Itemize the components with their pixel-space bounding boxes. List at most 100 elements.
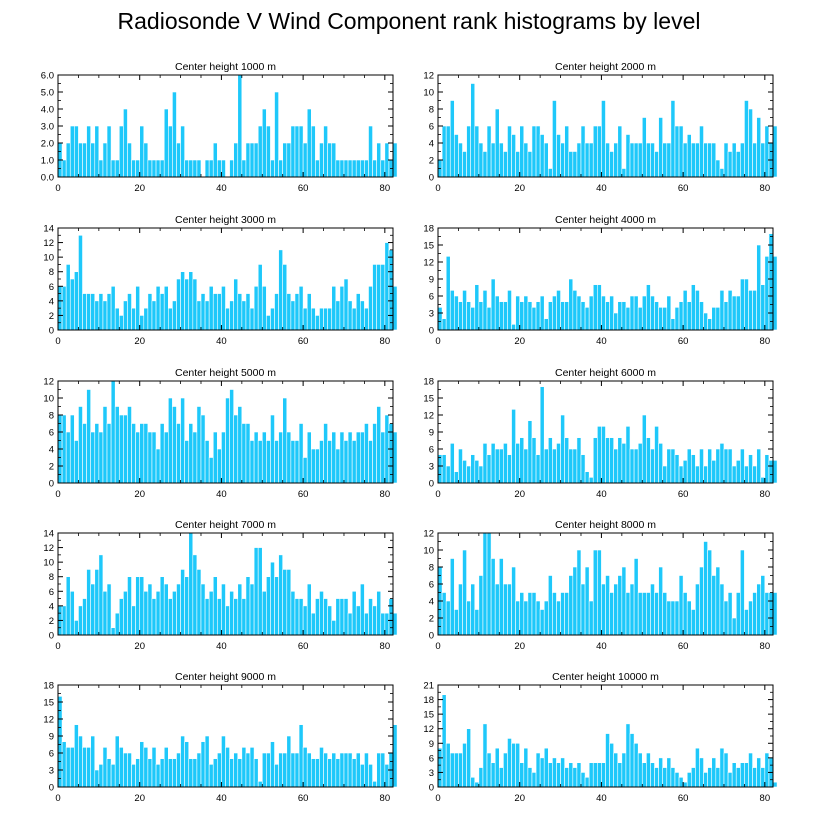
histogram-bar [748, 454, 753, 484]
y-tick-label: 2 [49, 616, 54, 627]
histogram-bar [543, 747, 549, 788]
histogram-bar [462, 549, 467, 636]
histogram-bar [217, 752, 222, 788]
histogram-bar [494, 448, 500, 484]
histogram-bar [715, 566, 721, 636]
histogram-bar [601, 583, 606, 636]
histogram-bar [462, 151, 467, 178]
histogram-bar [625, 723, 631, 788]
histogram-bar [760, 284, 766, 331]
histogram-bar [212, 758, 218, 788]
histogram-bar [723, 301, 729, 331]
histogram-bar [637, 307, 643, 331]
histogram-bar [731, 617, 737, 636]
histogram-bar [135, 159, 141, 178]
histogram-bar [715, 159, 721, 178]
histogram-bar [699, 448, 704, 484]
histogram-bar [650, 142, 655, 178]
histogram-bar [339, 598, 345, 636]
histogram-bar [131, 423, 136, 484]
histogram-bar [65, 747, 71, 788]
histogram-bar [90, 735, 96, 788]
histogram-bar [110, 764, 116, 788]
histogram-bar [490, 278, 496, 331]
panel-title: Center height 4000 m [555, 214, 656, 226]
histogram-bar [588, 477, 594, 484]
histogram-bar [86, 125, 91, 178]
histogram-bar [347, 431, 353, 484]
histogram-bar [286, 293, 292, 331]
histogram-bar [711, 575, 717, 636]
histogram-bar [241, 598, 247, 636]
histogram-bar [94, 125, 100, 178]
x-tick-label: 40 [216, 183, 227, 194]
histogram-bar [625, 426, 631, 484]
histogram-bar [744, 609, 749, 636]
histogram-bar [584, 142, 590, 178]
histogram-bar [629, 448, 635, 484]
histogram-bar [768, 233, 774, 331]
y-tick-label: 3 [429, 309, 434, 320]
histogram-bar [727, 290, 733, 331]
histogram-bar [735, 151, 741, 178]
x-tick-label: 0 [55, 641, 60, 652]
histogram-bar [225, 605, 230, 636]
histogram-bar [114, 612, 120, 636]
histogram-bar [727, 592, 733, 636]
histogram-bar [490, 443, 496, 484]
histogram-bar [98, 159, 104, 178]
histogram-bar [719, 443, 725, 484]
histogram-bar [466, 301, 471, 331]
histogram-bar [515, 742, 521, 788]
histogram-bar [380, 752, 386, 788]
histogram-bar [735, 460, 741, 484]
histogram-bar [208, 457, 214, 484]
histogram-bar [515, 443, 521, 484]
histogram-bar [650, 762, 655, 788]
y-tick-label: 2 [429, 614, 434, 625]
histogram-bar [764, 592, 770, 636]
histogram-bar [229, 758, 234, 788]
histogram-bar [257, 125, 263, 178]
histogram-bar [686, 772, 692, 788]
histogram-bar [257, 440, 263, 484]
histogram-bar [658, 566, 663, 636]
histogram-bar [454, 609, 459, 636]
histogram-bar [139, 741, 145, 788]
histogram-bar [503, 443, 508, 484]
panel-6: Center height 6000 m 0 20 40 60 80 0 3 6 9 12 15 18 [423, 367, 778, 500]
histogram-bar [740, 549, 745, 636]
histogram-bar [188, 271, 194, 331]
histogram-bar [580, 301, 586, 331]
histogram-bar [278, 752, 283, 788]
histogram-bar [515, 600, 521, 636]
histogram-bar [139, 125, 145, 178]
x-tick-label: 60 [298, 183, 309, 194]
histogram-bar [127, 752, 132, 788]
y-tick-label: 15 [43, 698, 54, 709]
histogram-bar [331, 285, 337, 331]
histogram-bar [355, 431, 361, 484]
histogram-bar [470, 83, 476, 178]
histogram-bar [482, 532, 488, 636]
y-tick-label: 10 [43, 394, 54, 405]
histogram-bar [470, 307, 476, 331]
histogram-bar [568, 575, 574, 636]
x-tick-label: 20 [134, 183, 145, 194]
histogram-bar [674, 307, 680, 331]
histogram-bar [355, 159, 361, 178]
histogram-bar [237, 74, 243, 178]
histogram-bar [384, 612, 390, 636]
histogram-bar [61, 159, 67, 178]
histogram-bar [690, 284, 696, 331]
histogram-bar [151, 598, 157, 636]
histogram-bar [102, 300, 108, 331]
histogram-bar [654, 151, 659, 178]
histogram-bar [597, 284, 602, 331]
histogram-bar [192, 159, 198, 178]
histogram-bar [114, 406, 120, 484]
histogram-bar [560, 592, 565, 636]
histogram-bar [233, 142, 239, 178]
histogram-bar [131, 159, 136, 178]
histogram-bar [139, 315, 145, 331]
